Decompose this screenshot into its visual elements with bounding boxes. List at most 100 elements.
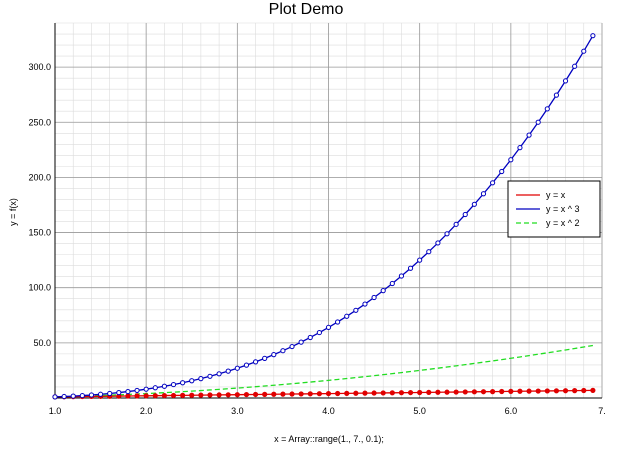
x-tick-label: 3.0	[231, 406, 244, 416]
data-point	[553, 388, 560, 394]
data-point	[189, 378, 195, 384]
data-point	[590, 33, 596, 39]
data-point	[216, 371, 222, 377]
data-point	[353, 390, 359, 396]
data-point	[471, 389, 477, 395]
chart-title: Plot Demo	[269, 1, 344, 18]
data-point	[544, 388, 550, 394]
x-tick-label: 1.0	[49, 406, 62, 416]
data-point	[61, 393, 67, 400]
data-point	[152, 393, 158, 399]
data-point	[517, 145, 523, 151]
data-point	[198, 376, 204, 382]
data-point	[97, 391, 104, 397]
data-point	[152, 385, 158, 391]
legend-label: y = x	[546, 190, 566, 200]
data-point	[207, 392, 213, 398]
data-point	[298, 391, 304, 397]
data-point	[189, 392, 195, 398]
data-point	[407, 265, 414, 271]
data-point	[161, 392, 167, 399]
data-point	[280, 348, 286, 354]
y-tick-label: 150.0	[28, 228, 51, 238]
data-point	[316, 329, 322, 336]
data-point	[316, 391, 322, 397]
data-point	[444, 231, 450, 237]
data-point	[471, 201, 477, 207]
data-point	[298, 339, 304, 345]
data-point	[243, 391, 250, 398]
x-tick-label: 2.0	[140, 406, 153, 416]
data-point	[234, 365, 240, 371]
data-point	[581, 387, 587, 394]
data-point	[526, 132, 532, 138]
data-point	[499, 168, 505, 175]
data-point	[480, 389, 487, 395]
data-point	[490, 180, 496, 186]
data-point	[453, 221, 459, 227]
data-point	[335, 390, 341, 397]
data-point	[198, 392, 204, 398]
data-point	[125, 393, 131, 399]
legend-label: y = x ^ 2	[546, 218, 580, 228]
data-point	[426, 249, 432, 255]
data-point	[380, 390, 386, 396]
data-point	[225, 368, 231, 374]
data-point	[325, 324, 332, 331]
data-point	[389, 390, 395, 396]
data-point	[435, 389, 441, 395]
data-point	[344, 390, 350, 396]
data-point	[562, 388, 569, 394]
x-tick-label: 6.0	[505, 406, 518, 416]
data-point	[417, 389, 423, 396]
data-point	[362, 301, 368, 307]
data-point	[417, 257, 423, 263]
data-point	[480, 191, 487, 197]
data-point	[289, 343, 295, 350]
data-point	[243, 362, 250, 368]
data-point	[271, 352, 277, 358]
data-point	[398, 390, 405, 396]
data-point	[462, 211, 468, 218]
data-point	[180, 392, 186, 398]
data-point	[581, 48, 587, 54]
data-point	[289, 391, 295, 397]
data-point	[307, 334, 313, 341]
data-point	[170, 392, 177, 399]
data-point	[252, 359, 259, 365]
data-point	[362, 390, 368, 396]
y-tick-label: 100.0	[28, 283, 51, 293]
data-point	[371, 294, 377, 301]
data-point	[216, 392, 222, 398]
data-point	[444, 389, 450, 395]
data-point	[544, 106, 550, 112]
data-point	[280, 391, 286, 397]
data-point	[398, 273, 405, 279]
data-point	[143, 393, 149, 399]
y-axis-label: y = f(x)	[8, 198, 18, 226]
data-point	[426, 389, 432, 395]
y-tick-label: 200.0	[28, 172, 51, 182]
data-point	[252, 391, 259, 398]
data-point	[353, 307, 359, 313]
data-point	[234, 392, 240, 398]
data-point	[325, 390, 332, 397]
data-point	[562, 78, 569, 84]
data-point	[490, 389, 496, 395]
data-point	[508, 157, 514, 163]
data-point	[70, 393, 76, 399]
data-point	[535, 388, 541, 394]
data-point	[335, 319, 341, 325]
y-tick-label: 50.0	[33, 338, 51, 348]
data-point	[462, 389, 468, 395]
data-point	[134, 387, 140, 394]
data-point	[499, 388, 505, 395]
data-point	[307, 391, 313, 397]
data-point	[389, 280, 395, 287]
data-point	[380, 288, 386, 294]
data-point	[161, 383, 167, 389]
data-point	[526, 388, 532, 394]
data-point	[407, 389, 414, 396]
